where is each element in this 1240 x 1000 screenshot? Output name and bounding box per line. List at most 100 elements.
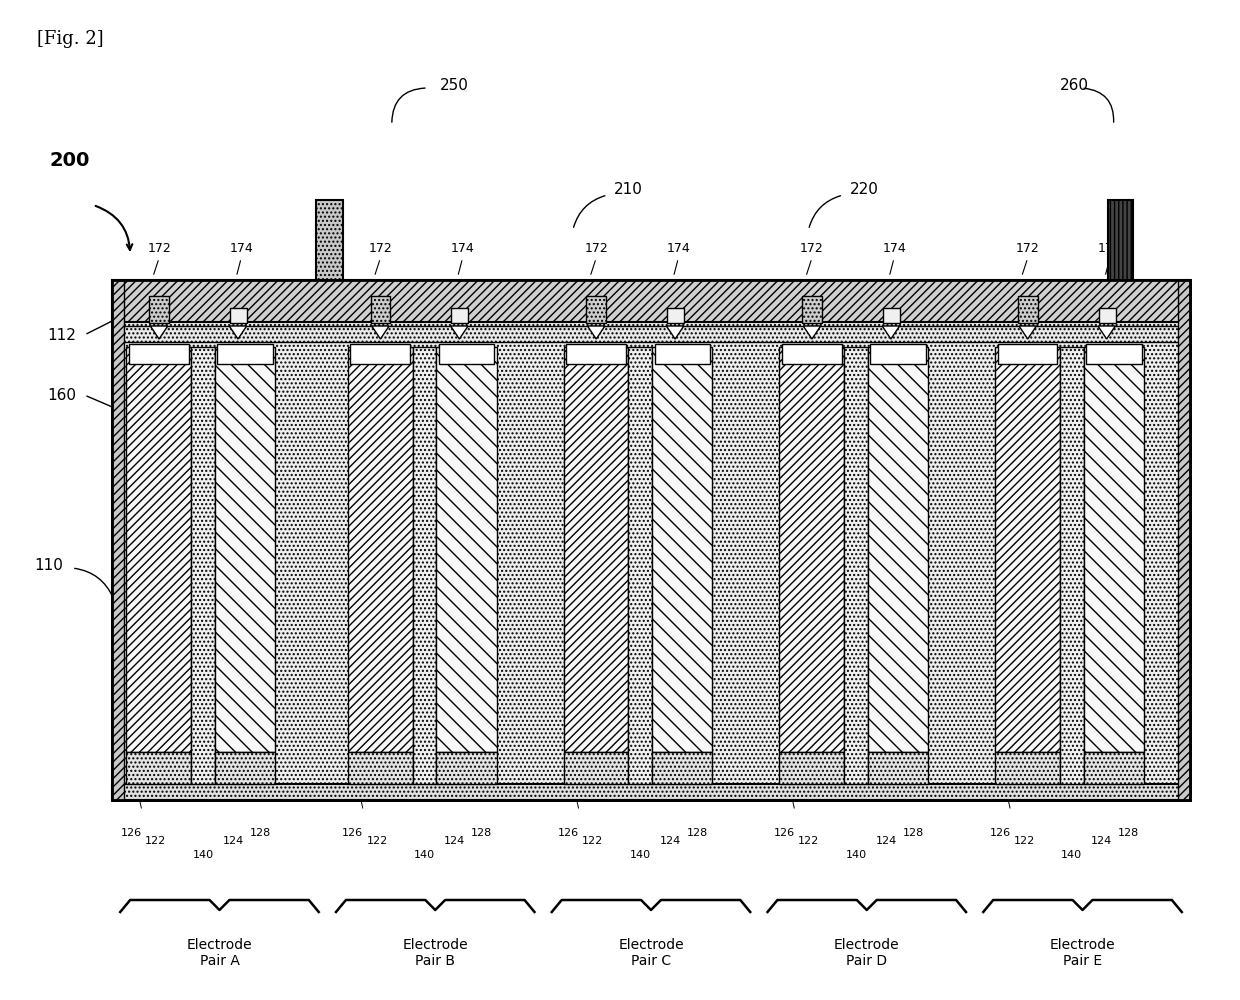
Text: 220: 220: [849, 182, 878, 198]
Bar: [868, 752, 929, 784]
Bar: [564, 347, 629, 752]
Bar: [782, 344, 842, 364]
Bar: [348, 752, 413, 784]
Bar: [652, 752, 713, 784]
Text: 140: 140: [1061, 850, 1083, 860]
Text: 174: 174: [229, 242, 253, 255]
Text: 124: 124: [222, 836, 244, 846]
Bar: [996, 752, 1060, 784]
Text: Electrode
Pair D: Electrode Pair D: [835, 938, 899, 968]
Text: 128: 128: [249, 828, 270, 838]
Bar: [998, 344, 1058, 364]
Text: 124: 124: [444, 836, 465, 846]
Bar: [126, 347, 191, 752]
Bar: [567, 344, 626, 364]
Text: Electrode
Pair B: Electrode Pair B: [403, 938, 467, 968]
Text: 126: 126: [990, 828, 1011, 838]
Bar: [780, 752, 844, 784]
Text: 122: 122: [366, 836, 388, 846]
Polygon shape: [450, 326, 467, 339]
Text: 174: 174: [450, 242, 475, 255]
Polygon shape: [588, 326, 605, 339]
Bar: [112, 280, 1190, 322]
Text: 172: 172: [368, 242, 392, 255]
Polygon shape: [804, 326, 821, 339]
Text: 112: 112: [47, 328, 76, 342]
Polygon shape: [150, 326, 167, 339]
Bar: [217, 344, 273, 364]
Text: 172: 172: [148, 242, 171, 255]
Bar: [215, 347, 275, 752]
Bar: [655, 344, 711, 364]
Text: 172: 172: [1016, 242, 1039, 255]
Polygon shape: [229, 326, 247, 339]
Text: 140: 140: [414, 850, 435, 860]
Text: Electrode
Pair A: Electrode Pair A: [187, 938, 252, 968]
Text: 174: 174: [1097, 242, 1122, 255]
Bar: [629, 347, 652, 784]
Text: 172: 172: [584, 242, 608, 255]
Bar: [780, 347, 844, 752]
Text: 110: 110: [35, 558, 63, 572]
Text: 128: 128: [471, 828, 492, 838]
Text: 122: 122: [582, 836, 604, 846]
Text: 172: 172: [800, 242, 823, 255]
Bar: [191, 347, 215, 784]
Bar: [117, 326, 1185, 342]
Text: 128: 128: [1118, 828, 1140, 838]
Text: 200: 200: [50, 150, 91, 169]
Bar: [667, 308, 684, 323]
Text: 128: 128: [903, 828, 924, 838]
Bar: [1084, 752, 1145, 784]
Bar: [348, 347, 413, 752]
Bar: [1109, 200, 1133, 280]
Bar: [1060, 347, 1084, 784]
Bar: [126, 752, 191, 784]
Bar: [413, 347, 436, 784]
Text: 210: 210: [614, 182, 642, 198]
Bar: [844, 347, 868, 784]
Bar: [802, 296, 822, 323]
Bar: [564, 752, 629, 784]
Bar: [1086, 344, 1142, 364]
Bar: [231, 308, 247, 323]
Text: 124: 124: [1091, 836, 1112, 846]
Text: Electrode
Pair E: Electrode Pair E: [1050, 938, 1115, 968]
Bar: [351, 344, 410, 364]
Bar: [112, 280, 1190, 800]
Text: 140: 140: [630, 850, 651, 860]
Bar: [439, 344, 495, 364]
Text: [Fig. 2]: [Fig. 2]: [37, 30, 104, 48]
Text: 122: 122: [145, 836, 166, 846]
Bar: [1018, 296, 1038, 323]
Text: 160: 160: [47, 387, 76, 402]
Text: 122: 122: [797, 836, 820, 846]
Bar: [1178, 280, 1190, 800]
Bar: [996, 347, 1060, 752]
Bar: [587, 296, 606, 323]
Bar: [129, 344, 188, 364]
Bar: [149, 296, 169, 323]
Polygon shape: [882, 326, 899, 339]
Text: 126: 126: [774, 828, 795, 838]
Text: 128: 128: [687, 828, 708, 838]
Bar: [868, 347, 929, 752]
Text: 174: 174: [666, 242, 691, 255]
Bar: [436, 347, 497, 752]
Text: 126: 126: [120, 828, 143, 838]
Text: 250: 250: [440, 78, 469, 93]
Bar: [112, 784, 1190, 800]
Bar: [112, 280, 1190, 800]
Bar: [652, 347, 713, 752]
Text: 174: 174: [882, 242, 906, 255]
Bar: [1099, 308, 1116, 323]
Bar: [315, 200, 342, 280]
Text: 126: 126: [342, 828, 363, 838]
Text: 140: 140: [192, 850, 213, 860]
Bar: [1084, 347, 1145, 752]
Text: 124: 124: [875, 836, 897, 846]
Text: 126: 126: [558, 828, 579, 838]
Text: 122: 122: [1013, 836, 1035, 846]
Text: Electrode
Pair C: Electrode Pair C: [619, 938, 683, 968]
Bar: [870, 344, 926, 364]
